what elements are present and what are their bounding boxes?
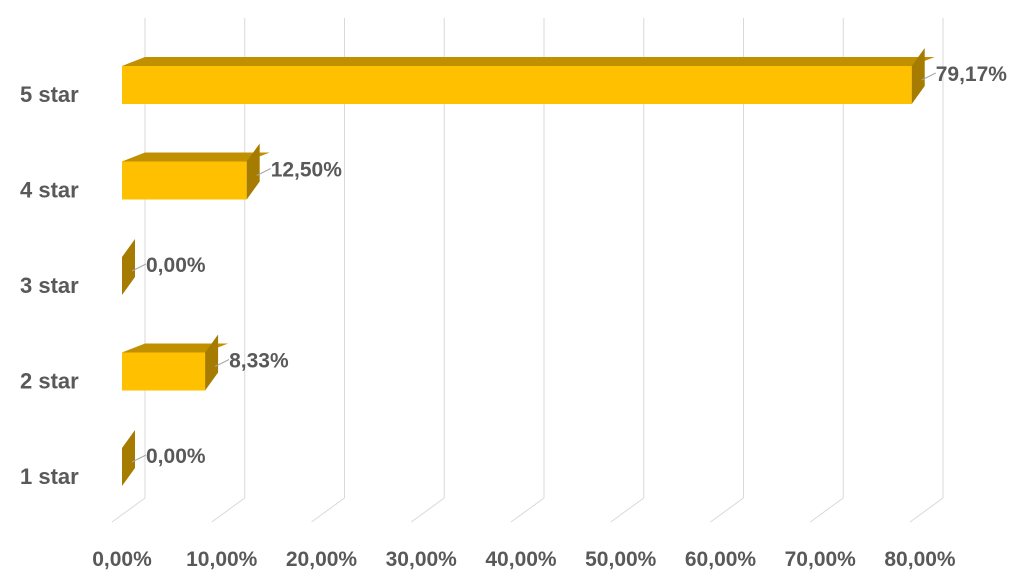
bar-side (246, 143, 260, 200)
gridline-floor (909, 497, 944, 523)
leader-line (131, 263, 147, 272)
gridline-floor (211, 497, 246, 523)
leader-line (214, 359, 230, 367)
data-label: 8,33% (229, 350, 289, 373)
x-tick-label: 20,00% (286, 548, 358, 571)
gridline-floor (610, 497, 645, 523)
x-tick-label: 50,00% (585, 548, 657, 571)
bar (122, 352, 206, 391)
bar (122, 66, 912, 104)
x-tick-label: 80,00% (884, 548, 956, 571)
category-label: 1 star (20, 464, 79, 489)
bar-side (122, 430, 135, 486)
leader-line (256, 168, 271, 176)
gridline-floor (111, 497, 146, 523)
leader-line (921, 72, 936, 81)
data-label: 0,00% (146, 254, 206, 277)
data-label: 79,17% (936, 63, 1008, 86)
bar-top (122, 57, 935, 66)
bar-side (205, 334, 219, 391)
data-label: 12,50% (271, 159, 343, 182)
data-label: 0,00% (146, 445, 206, 468)
category-label: 4 star (20, 178, 79, 203)
labels: 0,00% 10,00% 20,00% 30,00% 40,00% 50,00% 60,00… (20, 63, 1007, 571)
x-tick-label: 10,00% (186, 548, 258, 571)
gridline-floor (809, 497, 844, 523)
bar-side (911, 48, 925, 104)
gridline-floor (311, 497, 345, 523)
x-tick-label: 70,00% (785, 548, 857, 571)
category-label: 5 star (20, 82, 79, 107)
category-label: 2 star (20, 369, 79, 394)
bar (122, 161, 247, 200)
bars (122, 48, 935, 486)
x-tick-label: 0,00% (92, 548, 152, 571)
bar-top (122, 152, 270, 162)
bar-top (122, 343, 229, 353)
gridline-floor (410, 497, 445, 523)
leader-line (131, 454, 147, 463)
category-label: 3 star (20, 273, 79, 298)
bar-side (122, 239, 135, 295)
x-tick-label: 60,00% (685, 548, 757, 571)
gridline-floor (510, 497, 545, 523)
x-tick-label: 40,00% (485, 548, 557, 571)
x-tick-label: 30,00% (386, 548, 458, 571)
gridline-floor (710, 497, 744, 523)
